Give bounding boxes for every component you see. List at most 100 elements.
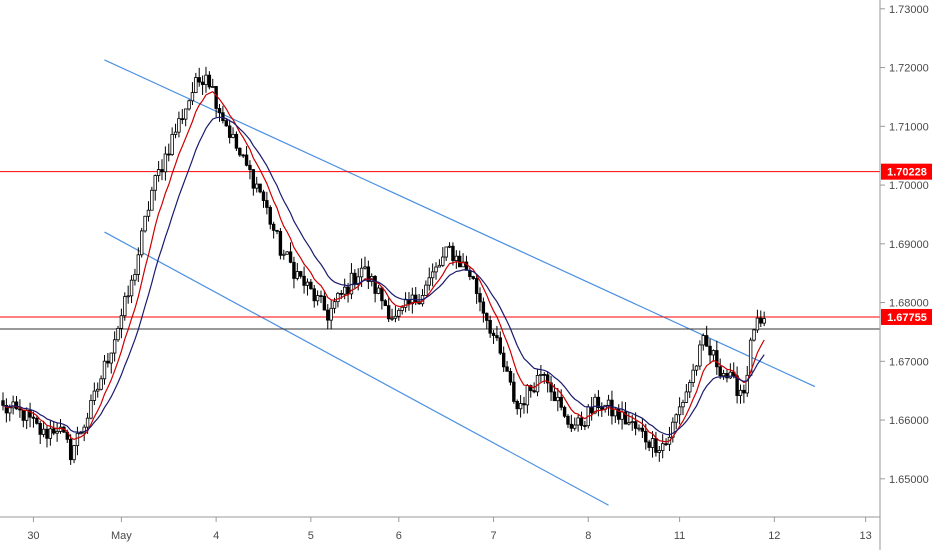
candle-body bbox=[241, 154, 245, 157]
x-tick-label: 7 bbox=[490, 530, 496, 542]
candle-body bbox=[150, 189, 154, 211]
candle-body bbox=[200, 81, 205, 86]
x-tick-label: 30 bbox=[27, 530, 39, 542]
candle-body bbox=[725, 373, 729, 379]
candle-body bbox=[728, 371, 733, 379]
candle-body bbox=[593, 396, 597, 414]
candle-body bbox=[759, 317, 763, 324]
candle-body bbox=[173, 131, 178, 135]
candle-body bbox=[647, 441, 651, 448]
candle-body bbox=[8, 407, 12, 414]
candle-body bbox=[458, 255, 462, 268]
candle-body bbox=[227, 125, 232, 138]
candle-body bbox=[441, 256, 445, 266]
candle-body bbox=[505, 366, 509, 372]
candle-body bbox=[627, 422, 631, 425]
candle-body bbox=[96, 388, 100, 392]
candle-body bbox=[231, 133, 235, 138]
candle-body bbox=[271, 223, 276, 231]
candle-body bbox=[1, 400, 5, 406]
candle-body bbox=[153, 175, 157, 191]
candle-body bbox=[89, 400, 93, 419]
candle-body bbox=[674, 414, 678, 423]
candle-body bbox=[573, 424, 577, 429]
candles-layer bbox=[1, 66, 766, 465]
candle-body bbox=[48, 428, 53, 439]
candle-body bbox=[82, 426, 86, 434]
y-tick-label: 1.70000 bbox=[889, 180, 929, 192]
candle-body bbox=[18, 408, 22, 411]
candle-body bbox=[359, 267, 364, 278]
candle-body bbox=[606, 399, 611, 406]
candle-body bbox=[650, 438, 655, 448]
candle-body bbox=[718, 366, 722, 377]
candle-body bbox=[633, 421, 638, 429]
candle-body bbox=[119, 315, 124, 329]
candle-body bbox=[268, 207, 272, 225]
x-tick-label: 4 bbox=[213, 530, 219, 542]
candle-body bbox=[515, 401, 519, 410]
candle-body bbox=[430, 271, 435, 279]
candle-body bbox=[329, 307, 333, 321]
candle-body bbox=[542, 373, 546, 376]
candle-body bbox=[336, 292, 340, 303]
candle-body bbox=[532, 390, 536, 393]
channel-lower-line bbox=[104, 231, 609, 506]
moving-averages-layer bbox=[2, 90, 765, 443]
candle-body bbox=[363, 266, 367, 269]
candle-body bbox=[454, 255, 459, 261]
candle-body bbox=[755, 317, 760, 331]
candle-body bbox=[238, 147, 242, 156]
y-tick-label: 1.71000 bbox=[889, 121, 929, 133]
candle-body bbox=[485, 312, 489, 321]
candle-body bbox=[45, 428, 49, 439]
candle-body bbox=[508, 370, 513, 383]
price-tag-box bbox=[881, 308, 932, 325]
x-tick-label: 5 bbox=[308, 530, 314, 542]
candle-body bbox=[136, 254, 141, 275]
candle-body bbox=[133, 274, 137, 281]
candle-body bbox=[427, 277, 431, 286]
candle-body bbox=[488, 320, 492, 334]
candle-body bbox=[745, 374, 749, 394]
candle-body bbox=[194, 77, 198, 94]
candle-body bbox=[21, 409, 25, 421]
y-tick-label: 1.66000 bbox=[889, 415, 929, 427]
candle-body bbox=[353, 272, 357, 285]
candle-body bbox=[623, 411, 628, 425]
y-tick-label: 1.68000 bbox=[889, 298, 929, 310]
candle-body bbox=[302, 275, 306, 286]
x-tick-label: May bbox=[111, 530, 132, 542]
candle-body bbox=[28, 410, 32, 418]
candle-body bbox=[35, 417, 39, 424]
candle-body bbox=[160, 169, 164, 173]
candle-body bbox=[559, 396, 563, 408]
candle-body bbox=[539, 373, 543, 376]
candle-body bbox=[99, 378, 103, 390]
candle-body bbox=[478, 293, 482, 303]
candle-body bbox=[143, 215, 147, 232]
candle-body bbox=[596, 396, 601, 409]
candle-body bbox=[299, 271, 303, 277]
candle-body bbox=[322, 295, 327, 311]
candle-body bbox=[691, 369, 695, 383]
candle-body bbox=[234, 133, 239, 149]
candle-body bbox=[244, 154, 249, 166]
candle-body bbox=[319, 295, 323, 297]
candle-body bbox=[414, 294, 418, 303]
candle-body bbox=[349, 272, 354, 295]
candle-body bbox=[660, 443, 665, 451]
candle-body bbox=[41, 428, 46, 435]
candle-body bbox=[407, 299, 411, 305]
candle-body bbox=[579, 417, 584, 426]
candle-body bbox=[85, 417, 90, 428]
candle-body bbox=[471, 276, 475, 279]
candle-body bbox=[569, 423, 574, 429]
candle-body bbox=[742, 389, 746, 394]
candle-body bbox=[664, 443, 668, 446]
x-tick-label: 12 bbox=[768, 530, 780, 542]
candle-body bbox=[170, 134, 174, 155]
y-tick-label: 1.73000 bbox=[889, 4, 929, 16]
